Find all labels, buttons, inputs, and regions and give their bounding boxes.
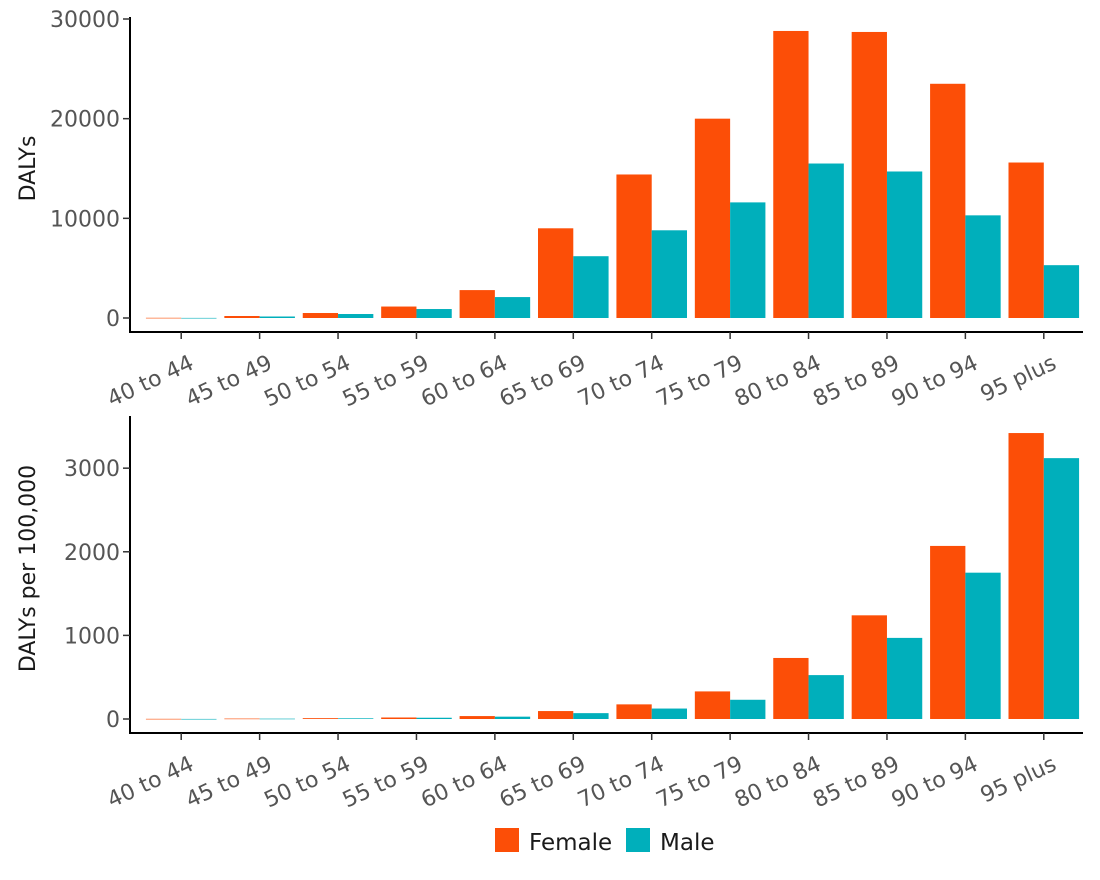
legend-swatch-male xyxy=(626,828,650,852)
bar-male-45-to-49 xyxy=(259,316,295,318)
bar-female-45-to-49 xyxy=(224,718,260,720)
x-tick-label-50-to-54: 50 to 54 xyxy=(261,351,355,413)
bar-female-95-plus xyxy=(1008,433,1044,719)
bar-female-65-to-69 xyxy=(538,228,574,318)
bar-female-50-to-54 xyxy=(302,313,339,318)
bar-female-90-to-94 xyxy=(930,83,966,319)
x-tick-label-80-to-84: 80 to 84 xyxy=(731,351,825,413)
x-tick-label-40-to-44: 40 to 44 xyxy=(104,752,198,814)
bar-female-40-to-44 xyxy=(145,317,182,319)
y-tick-label: 0 xyxy=(106,307,120,332)
bar-female-45-to-49 xyxy=(224,316,260,318)
bar-female-85-to-89 xyxy=(851,31,887,319)
bar-male-75-to-79 xyxy=(730,202,766,318)
x-tick-label-40-to-44: 40 to 44 xyxy=(104,351,198,413)
x-tick-label-50-to-54: 50 to 54 xyxy=(261,752,355,814)
x-tick-label-60-to-64: 60 to 64 xyxy=(417,351,511,413)
bar-female-85-to-89 xyxy=(851,615,887,719)
x-tick-label-45-to-49: 45 to 49 xyxy=(182,752,276,814)
bar-male-40-to-44 xyxy=(181,718,217,720)
legend-label-male: Male xyxy=(660,830,714,856)
panel-dalys-per-100000: 0 1000 2000 3000 DALYs per 100,000 40 to 4445… xyxy=(16,416,1083,813)
bar-male-60-to-64 xyxy=(494,297,531,318)
x-tick-label-75-to-79: 75 to 79 xyxy=(653,752,747,814)
x-tick-label-55-to-59: 55 to 59 xyxy=(339,752,433,814)
bar-female-70-to-74 xyxy=(616,704,652,719)
bar-female-55-to-59 xyxy=(381,306,417,318)
x-tick-label-85-to-89: 85 to 89 xyxy=(809,752,903,814)
bar-male-80-to-84 xyxy=(808,675,844,719)
y-tick-label: 20000 xyxy=(50,108,120,133)
bar-male-80-to-84 xyxy=(808,163,844,318)
bar-male-65-to-69 xyxy=(573,713,609,719)
y-tick-label: 3000 xyxy=(64,457,120,482)
bar-male-50-to-54 xyxy=(338,718,374,719)
y-tick-label: 0 xyxy=(106,708,120,733)
y-axis-title: DALYs per 100,000 xyxy=(16,465,41,672)
y-tick-label: 1000 xyxy=(64,624,120,649)
bar-female-95-plus xyxy=(1008,162,1044,318)
bar-female-60-to-64 xyxy=(459,716,495,719)
x-tick-label-75-to-79: 75 to 79 xyxy=(653,351,747,413)
bar-male-90-to-94 xyxy=(965,572,1001,719)
x-tick-label-60-to-64: 60 to 64 xyxy=(417,752,511,814)
x-tick-label-90-to-94: 90 to 94 xyxy=(888,351,982,413)
x-tick-label-70-to-74: 70 to 74 xyxy=(574,351,668,413)
x-tick-label-70-to-74: 70 to 74 xyxy=(574,752,668,814)
bar-female-75-to-79 xyxy=(694,691,731,719)
bar-female-80-to-84 xyxy=(773,657,809,719)
legend: Female Male xyxy=(495,828,714,856)
bar-male-50-to-54 xyxy=(338,314,374,318)
bar-female-40-to-44 xyxy=(145,718,182,720)
x-tick-label-90-to-94: 90 to 94 xyxy=(888,752,982,814)
legend-swatch-female xyxy=(495,828,519,852)
bar-male-95-plus xyxy=(1043,458,1080,719)
x-tick-label-55-to-59: 55 to 59 xyxy=(339,351,433,413)
bar-female-90-to-94 xyxy=(930,545,966,719)
bar-male-55-to-59 xyxy=(416,717,452,719)
legend-label-female: Female xyxy=(529,830,612,856)
bar-female-65-to-69 xyxy=(538,711,574,719)
bar-female-80-to-84 xyxy=(773,30,809,319)
y-tick-label: 10000 xyxy=(50,207,120,232)
bar-female-70-to-74 xyxy=(616,174,652,318)
bar-male-40-to-44 xyxy=(181,317,217,319)
x-tick-label-80-to-84: 80 to 84 xyxy=(731,752,825,814)
bar-female-60-to-64 xyxy=(459,290,495,318)
bar-male-70-to-74 xyxy=(651,708,687,719)
y-tick-label: 30000 xyxy=(50,8,120,33)
bar-female-50-to-54 xyxy=(302,718,339,719)
bar-male-85-to-89 xyxy=(886,637,923,719)
bar-male-75-to-79 xyxy=(730,699,766,719)
x-tick-label-95-plus: 95 plus xyxy=(977,351,1061,408)
bar-male-70-to-74 xyxy=(651,230,687,318)
bar-male-90-to-94 xyxy=(965,215,1001,318)
x-tick-label-85-to-89: 85 to 89 xyxy=(809,351,903,413)
x-tick-label-95-plus: 95 plus xyxy=(977,752,1061,809)
x-tick-label-65-to-69: 65 to 69 xyxy=(496,351,590,413)
bar-male-45-to-49 xyxy=(259,718,295,720)
x-tick-label-45-to-49: 45 to 49 xyxy=(182,351,276,413)
bar-male-65-to-69 xyxy=(573,256,609,318)
x-tick-label-65-to-69: 65 to 69 xyxy=(496,752,590,814)
bar-male-85-to-89 xyxy=(886,171,923,318)
bar-male-60-to-64 xyxy=(494,716,531,719)
y-tick-label: 2000 xyxy=(64,541,120,566)
bar-male-95-plus xyxy=(1043,265,1080,318)
bar-male-55-to-59 xyxy=(416,309,452,318)
bar-female-55-to-59 xyxy=(381,717,417,719)
y-axis-title: DALYs xyxy=(16,136,41,202)
bar-female-75-to-79 xyxy=(694,118,731,319)
